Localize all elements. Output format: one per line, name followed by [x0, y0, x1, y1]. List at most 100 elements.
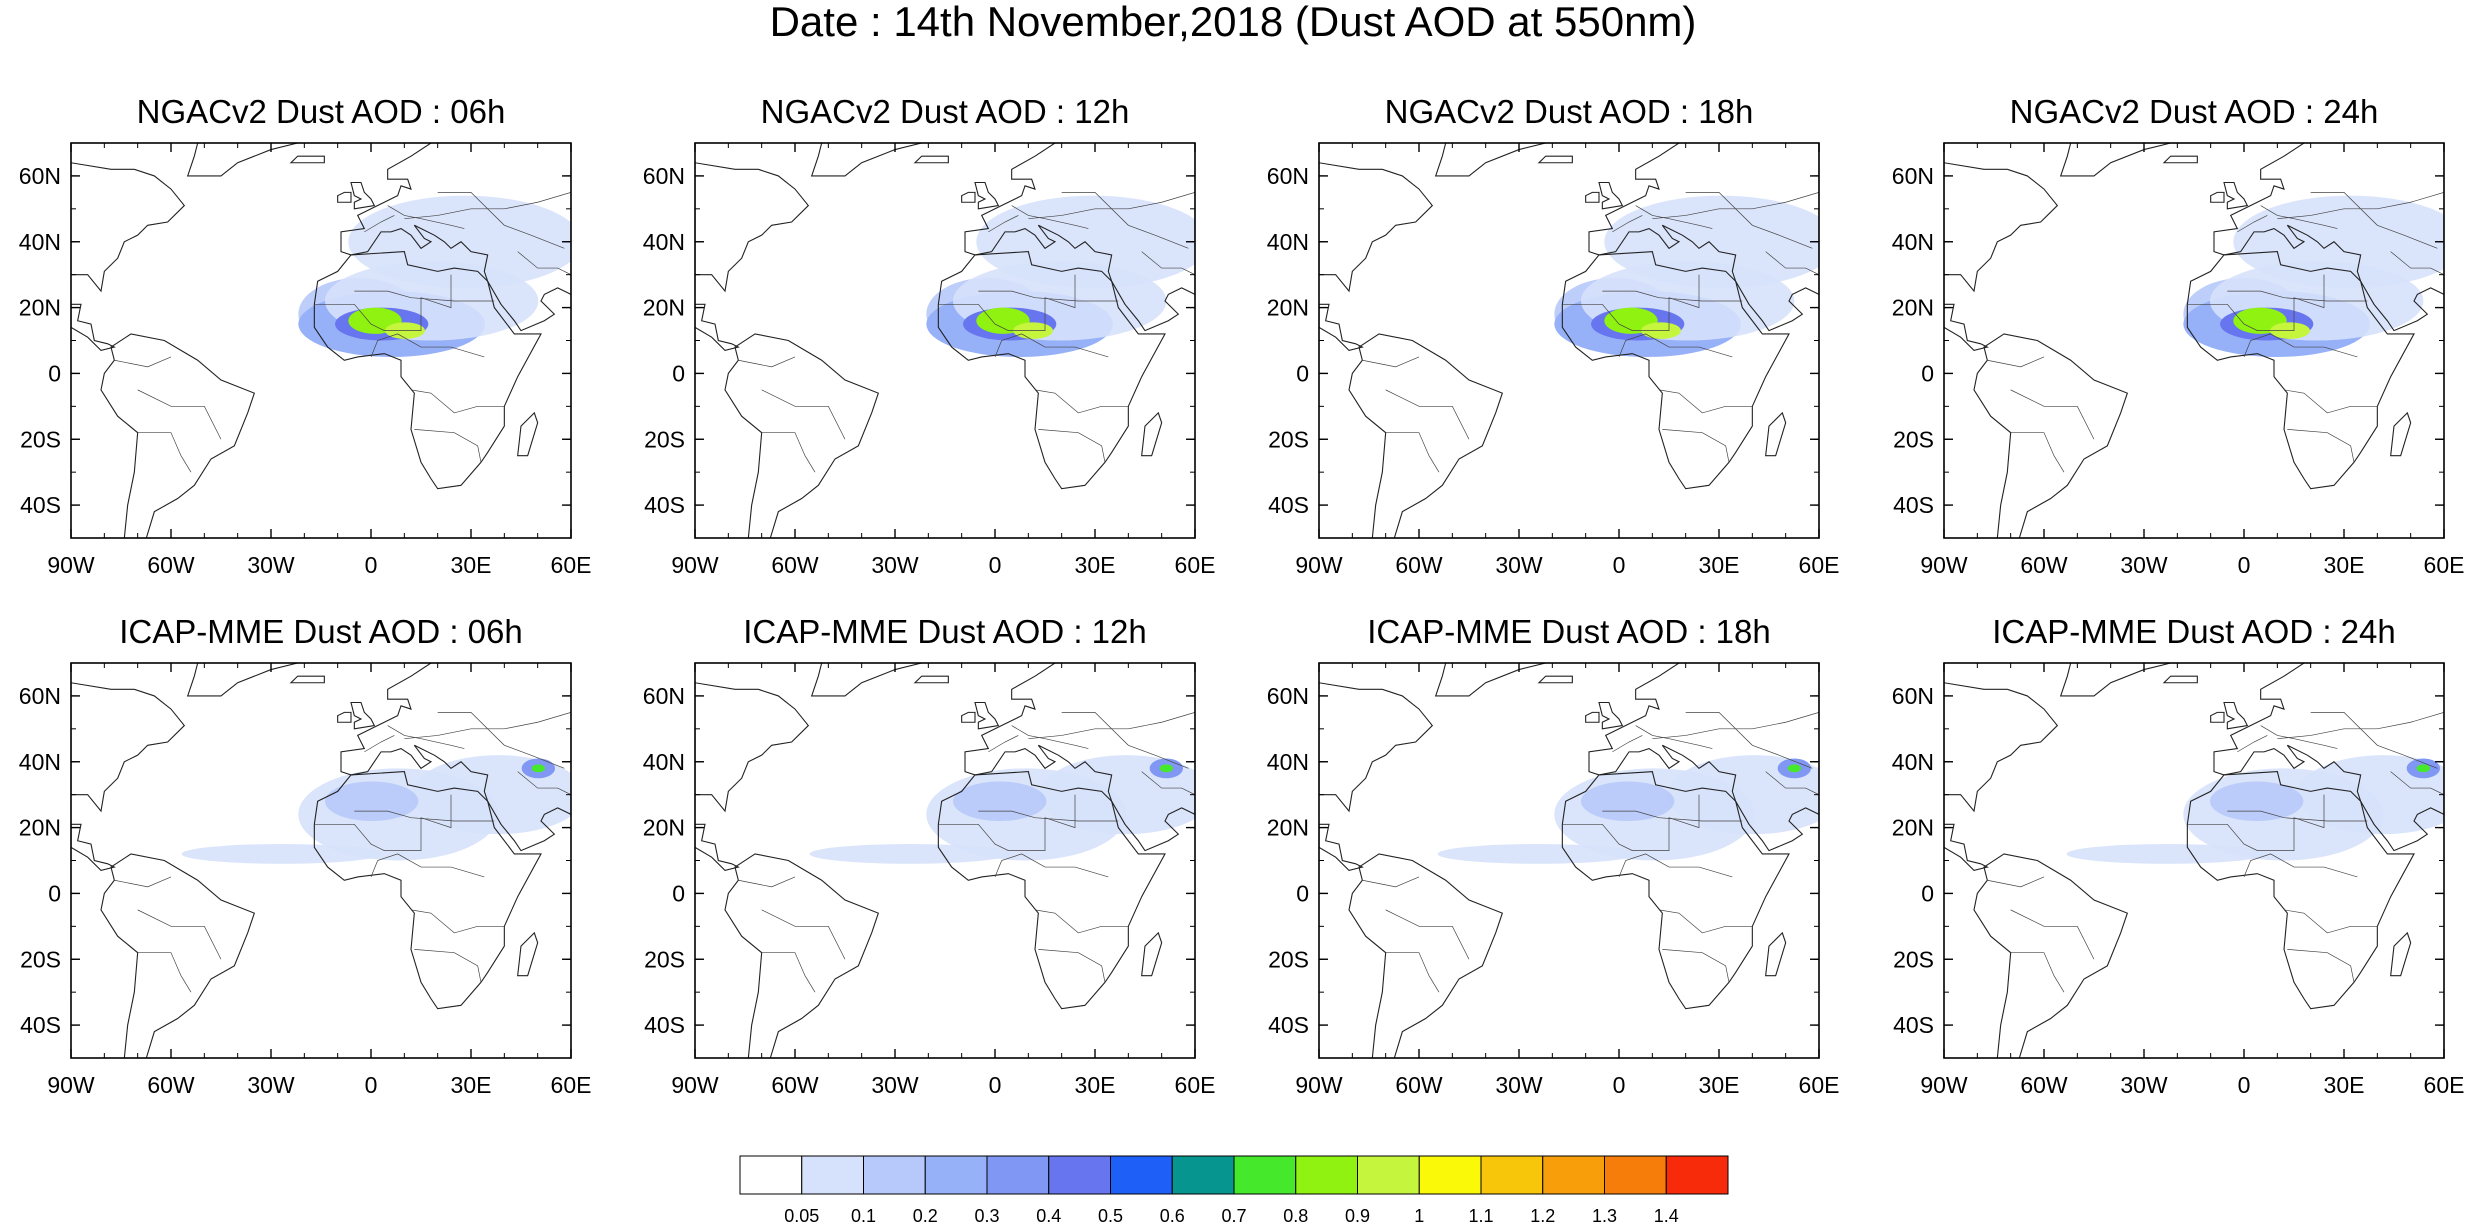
lon-tick-label: 30W: [1495, 552, 1543, 578]
dust-aod-area: [348, 195, 571, 288]
panel-title: NGACv2 Dust AOD : 24h: [2010, 93, 2379, 130]
country-border: [2010, 389, 2095, 440]
colorbar-swatch: [1110, 1155, 1173, 1195]
lat-tick-label: 20N: [1267, 815, 1309, 841]
coastline: [1434, 663, 1546, 697]
lat-tick-label: 0: [1296, 360, 1309, 386]
lat-tick-label: 0: [672, 880, 685, 906]
lon-tick-label: 60W: [771, 552, 819, 578]
lon-tick-label: 0: [989, 552, 1002, 578]
coastline: [1944, 682, 2059, 813]
colorbar-swatch: [1171, 1155, 1235, 1195]
lat-tick-label: 20S: [1893, 426, 1934, 452]
lat-tick-label: 40S: [20, 1012, 61, 1038]
coastline: [1561, 251, 1790, 490]
coastline: [1973, 853, 2129, 1058]
colorbar-label: 0.3: [974, 1206, 999, 1222]
colorbar-label: 1: [1414, 1206, 1424, 1222]
country-border: [2243, 333, 2358, 358]
panel-title: NGACv2 Dust AOD : 12h: [761, 93, 1130, 130]
coastline: [1319, 682, 1434, 813]
coastline: [964, 143, 1195, 332]
country-border: [1612, 735, 1643, 753]
country-border: [314, 274, 452, 331]
country-border: [1765, 251, 1819, 275]
country-border: [137, 432, 192, 473]
lon-tick-label: 30W: [2120, 552, 2168, 578]
country-border: [364, 735, 395, 753]
country-border: [2260, 725, 2338, 749]
dust-aod-area: [2416, 764, 2430, 773]
dust-aod-area: [2066, 844, 2267, 864]
lat-tick-label: 60N: [643, 683, 685, 709]
lon-tick-label: 0: [1613, 1072, 1626, 1098]
coastline: [337, 711, 352, 723]
dust-aod-area: [1039, 755, 1195, 835]
dust-aod-area: [411, 755, 571, 835]
country-border: [414, 429, 482, 463]
coastline: [1319, 303, 1364, 351]
colorbar-label: 1.3: [1592, 1206, 1617, 1222]
country-border: [404, 712, 571, 740]
country-border: [2390, 251, 2444, 275]
coastline: [71, 303, 116, 351]
lon-tick-label: 60W: [1395, 552, 1443, 578]
panel-title: ICAP-MME Dust AOD : 24h: [1992, 613, 2395, 650]
lon-tick-label: 60E: [551, 552, 592, 578]
coastline: [1765, 411, 1787, 457]
coastline: [964, 663, 1195, 852]
lon-tick-label: 0: [365, 552, 378, 578]
lon-tick-label: 90W: [47, 552, 95, 578]
country-border: [137, 389, 222, 440]
colorbar: 0.05 0.1 0.2 0.3 0.4 0.5 0.6 0.7 0.8 0.9 1 1.1 1.2 1.…: [739, 1155, 1729, 1222]
coastline: [2186, 771, 2415, 1010]
country-border: [1618, 853, 1733, 878]
colorbar-swatch: [1048, 1155, 1111, 1195]
colorbar-swatch: [986, 1155, 1050, 1195]
dust-aod-area: [1159, 764, 1174, 773]
coastline: [961, 711, 976, 723]
lat-tick-label: 20S: [20, 426, 61, 452]
lat-tick-label: 40N: [1267, 749, 1309, 775]
country-border: [137, 909, 222, 960]
coastline: [1141, 931, 1163, 977]
country-border: [1028, 712, 1195, 740]
lat-tick-label: 60N: [1892, 163, 1934, 189]
country-border: [2237, 735, 2268, 753]
colorbar-label: 0.05: [784, 1206, 819, 1222]
coastline: [1434, 143, 1546, 177]
country-border: [1038, 429, 1106, 463]
coastline: [340, 143, 571, 332]
coastline: [2210, 711, 2225, 723]
lon-tick-label: 60E: [1799, 1072, 1840, 1098]
coastline: [1973, 333, 2129, 538]
country-border: [364, 215, 395, 233]
country-border: [517, 771, 571, 795]
lon-tick-label: 90W: [1920, 552, 1968, 578]
lon-tick-label: 90W: [1920, 1072, 1968, 1098]
lat-tick-label: 0: [48, 880, 61, 906]
lon-tick-label: 0: [1613, 552, 1626, 578]
lon-tick-label: 60W: [2020, 552, 2068, 578]
lon-tick-label: 30W: [871, 552, 919, 578]
country-border: [1658, 389, 1753, 414]
coastline: [2162, 675, 2198, 684]
lon-tick-label: 60W: [147, 552, 195, 578]
coastline: [337, 191, 352, 203]
country-border: [738, 356, 796, 368]
lon-tick-label: 60W: [147, 1072, 195, 1098]
coastline: [913, 155, 949, 164]
country-border: [1685, 712, 1813, 769]
lon-tick-label: 60E: [551, 1072, 592, 1098]
dust-aod-area: [2233, 195, 2444, 288]
coastline: [1348, 333, 1504, 538]
country-border: [1635, 725, 1713, 749]
lon-tick-label: 30E: [451, 1072, 492, 1098]
lat-tick-label: 60N: [19, 683, 61, 709]
lat-tick-label: 20N: [1267, 295, 1309, 321]
colorbar-swatch: [1665, 1155, 1729, 1195]
panel-title: NGACv2 Dust AOD : 06h: [137, 93, 506, 130]
dust-aod-area: [1437, 844, 1638, 864]
dust-aod-area: [809, 844, 1010, 864]
lat-tick-label: 20S: [1268, 946, 1309, 972]
